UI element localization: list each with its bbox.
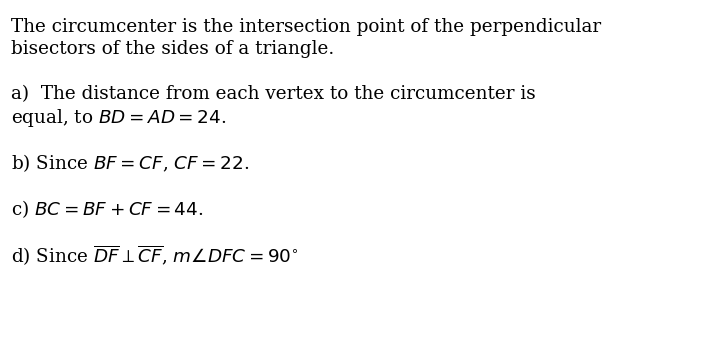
Text: d) Since $\overline{DF} \perp \overline{CF}$, $m\angle DFC = 90^{\circ}$: d) Since $\overline{DF} \perp \overline{… [11, 244, 299, 268]
Text: equal, to $BD = AD = 24$.: equal, to $BD = AD = 24$. [11, 107, 226, 129]
Text: The circumcenter is the intersection point of the perpendicular: The circumcenter is the intersection poi… [11, 18, 601, 36]
Text: c) $BC = BF + CF = 44$.: c) $BC = BF + CF = 44$. [11, 198, 203, 220]
Text: bisectors of the sides of a triangle.: bisectors of the sides of a triangle. [11, 40, 334, 58]
Text: a)  The distance from each vertex to the circumcenter is: a) The distance from each vertex to the … [11, 85, 536, 103]
Text: b) Since $BF = CF$, $CF = 22$.: b) Since $BF = CF$, $CF = 22$. [11, 152, 249, 174]
